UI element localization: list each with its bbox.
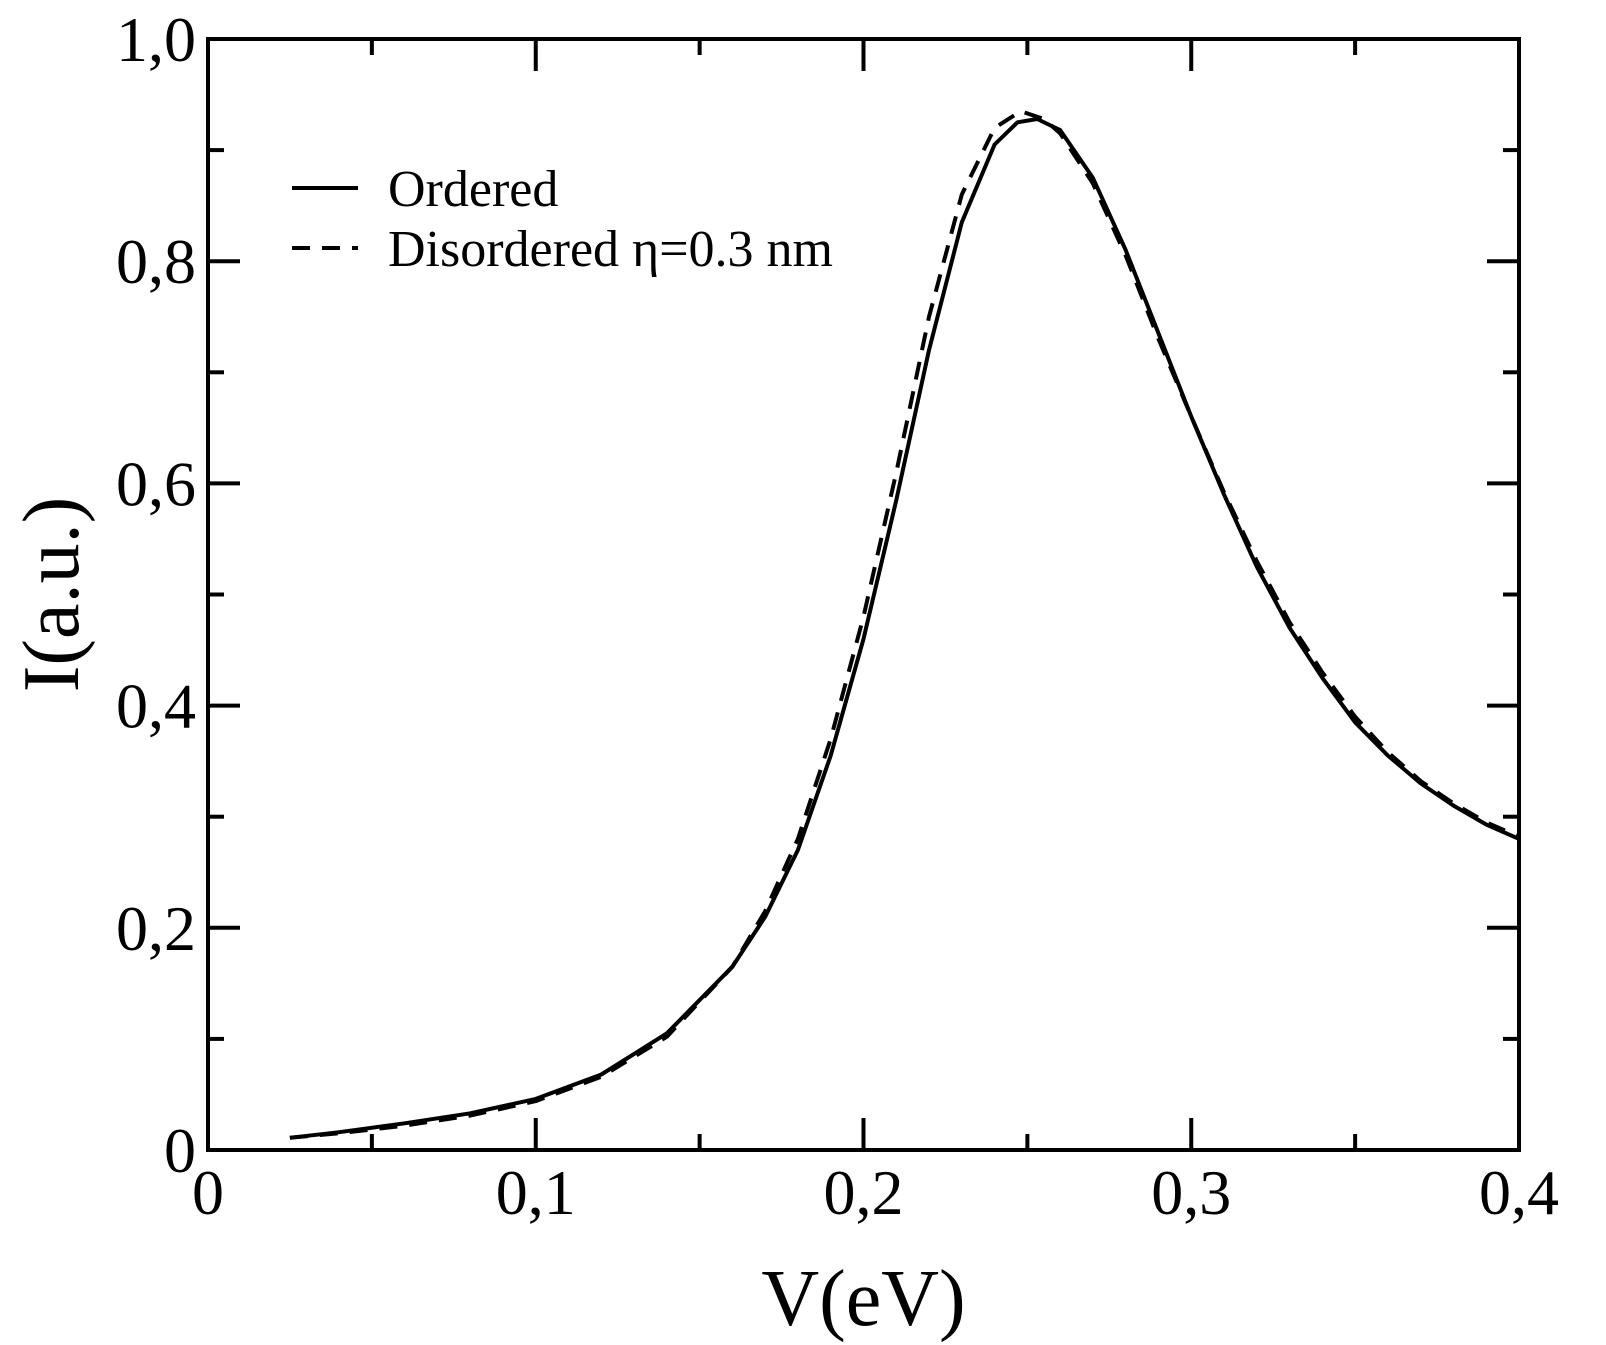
- plot-frame: [206, 37, 1521, 1152]
- legend-label-ordered: Ordered: [388, 161, 558, 218]
- series-line-ordered: [289, 117, 1520, 1140]
- series-layer: [289, 109, 1520, 1140]
- legend: Ordered Disordered η=0.3 nm: [292, 161, 833, 278]
- legend-label-disordered: Disordered η=0.3 nm: [388, 221, 833, 278]
- series-line-disordered: [289, 109, 1520, 1140]
- y-tick-label: 0,4: [116, 671, 196, 742]
- y-tick-label: 0,8: [116, 226, 196, 297]
- y-tick-label: 1,0: [116, 4, 196, 75]
- x-tick-label: 0,2: [824, 1157, 904, 1228]
- y-tick-label: 0,6: [116, 448, 196, 519]
- y-tick-label: 0,2: [116, 893, 196, 964]
- x-tick-label: 0,4: [1479, 1157, 1559, 1228]
- y-tick-label: 0: [164, 1115, 196, 1186]
- x-tick-label: 0,1: [496, 1157, 576, 1228]
- y-axis-title: I(a.u.): [8, 497, 96, 692]
- tick-labels: 0 0,1 0,2 0,3 0,4 0 0,2 0,4 0,6 0,8 1,0: [116, 4, 1559, 1228]
- x-axis-title: V(eV): [761, 1255, 965, 1343]
- x-tick-label: 0: [192, 1157, 224, 1228]
- x-tick-label: 0,3: [1151, 1157, 1231, 1228]
